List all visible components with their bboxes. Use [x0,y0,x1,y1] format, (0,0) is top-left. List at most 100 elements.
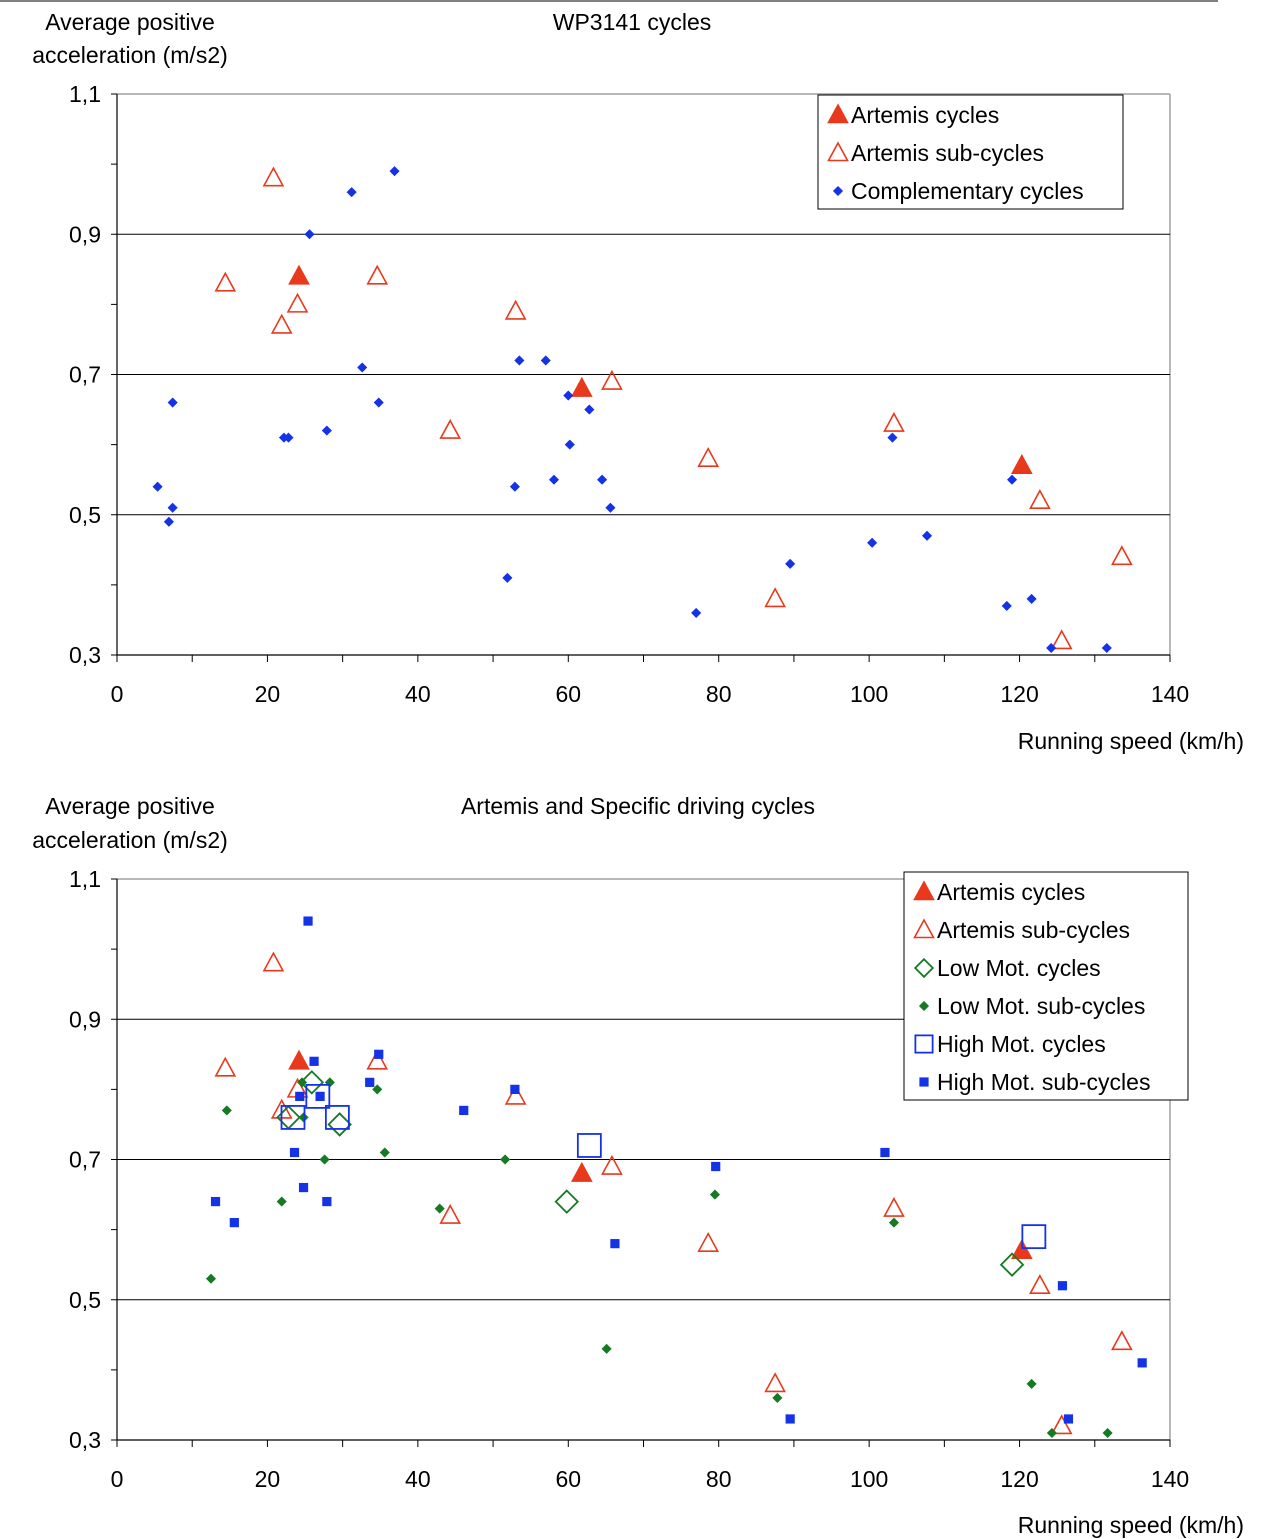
data-point [289,1147,300,1158]
x-tick-label: 100 [850,681,888,707]
data-point [601,369,623,390]
data-point [540,355,551,366]
data-point [288,1049,310,1070]
data-point [309,1056,319,1066]
data-point [296,1077,308,1088]
x-tick-label: 20 [255,1466,281,1492]
data-point [504,1084,527,1105]
data-point [295,1091,305,1101]
y-tick-label: 0,7 [69,362,101,388]
chart-1-plot: 0,3 0,5 0,7 0,9 1,1 0 20 40 60 80 100 120 140 Artemis… [69,81,1189,707]
chart-2-title: Artemis and Specific driving cycles [461,793,815,819]
y-tick-label: 0,3 [69,1427,101,1453]
data-point [346,187,357,198]
data-point [564,439,575,450]
data-point [514,355,525,366]
data-point [785,558,796,569]
data-point [605,502,616,513]
x-tick-label: 60 [555,1466,581,1492]
legend-label: High Mot. sub-cycles [937,1069,1150,1095]
data-point [1111,545,1133,566]
legend-marker [913,918,935,939]
series-artemis-cycles [288,264,1033,474]
x-tick-label: 140 [1151,681,1189,707]
data-point [596,474,608,485]
data-point [785,1414,795,1424]
y-tick-label: 0,3 [69,642,101,668]
data-point [1137,1358,1147,1368]
data-point [365,1077,375,1087]
data-point [999,1252,1025,1277]
chart-1-title: WP3141 cycles [553,9,712,35]
data-point [554,1189,580,1214]
data-point [1029,1274,1051,1295]
data-point [601,1343,612,1354]
data-point [1029,489,1051,510]
y-tick-label: 0,9 [69,221,101,247]
data-point [921,530,933,541]
y-tick-label: 1,1 [69,81,101,107]
data-point [152,481,163,492]
data-point [322,1196,332,1207]
legend-marker [827,141,849,162]
data-point [262,951,285,972]
data-point [205,1273,217,1284]
data-point [303,916,313,926]
data-point [373,397,384,408]
y-tick-label: 0,5 [69,502,101,528]
data-point [459,1105,469,1116]
legend-label: Artemis sub-cycles [937,917,1130,943]
chart-2-xlabel: Running speed (km/h) [1018,1512,1244,1538]
data-point [1026,593,1037,605]
legend-label: Artemis sub-cycles [851,140,1044,166]
data-point [389,165,400,177]
data-point [866,537,878,548]
data-point [276,1196,287,1207]
data-point [167,397,178,408]
data-point [439,1203,462,1224]
data-point [1001,600,1012,612]
data-point [548,474,560,485]
chart-2-ylabel-line-2: acceleration (m/s2) [32,827,228,853]
legend-marker [918,1000,930,1012]
data-point [372,1084,383,1095]
legend-label: Low Mot. cycles [937,955,1101,981]
data-point [163,516,175,527]
data-point [563,390,574,401]
y-tick-label: 1,1 [69,866,101,892]
y-tick-label: 0,7 [69,1147,101,1173]
x-tick-label: 100 [850,1466,888,1492]
data-point [1050,629,1073,650]
data-point [1111,1330,1133,1351]
data-point [576,1133,602,1158]
data-point [1050,1414,1073,1435]
data-point [1021,1224,1047,1250]
data-point [888,1217,900,1228]
data-point [439,418,462,439]
chart-1-xlabel: Running speed (km/h) [1018,728,1244,754]
legend-label: Complementary cycles [851,178,1084,204]
data-point [510,1084,520,1094]
data-point [1010,1238,1033,1259]
legend-label: High Mot. cycles [937,1031,1106,1057]
data-point [366,264,389,285]
data-point [315,1091,325,1101]
data-point [499,1154,511,1165]
legend-marker [827,103,849,124]
data-point [880,1147,890,1158]
legend-label: Artemis cycles [851,102,999,128]
series-complementary-cycles [152,165,1112,654]
legend-marker [913,880,935,901]
data-point [319,1154,330,1165]
legend-box [817,94,1124,210]
data-point [502,572,513,584]
x-tick-label: 20 [255,681,281,707]
data-point [229,1218,239,1228]
series-low-mot-sub-cycles [205,1077,1113,1439]
data-point [1006,474,1018,485]
data-point [321,425,333,436]
legend-label: Low Mot. sub-cycles [937,993,1145,1019]
x-tick-label: 120 [1000,1466,1038,1492]
y-tick-label: 0,5 [69,1287,101,1313]
data-point [584,404,595,415]
